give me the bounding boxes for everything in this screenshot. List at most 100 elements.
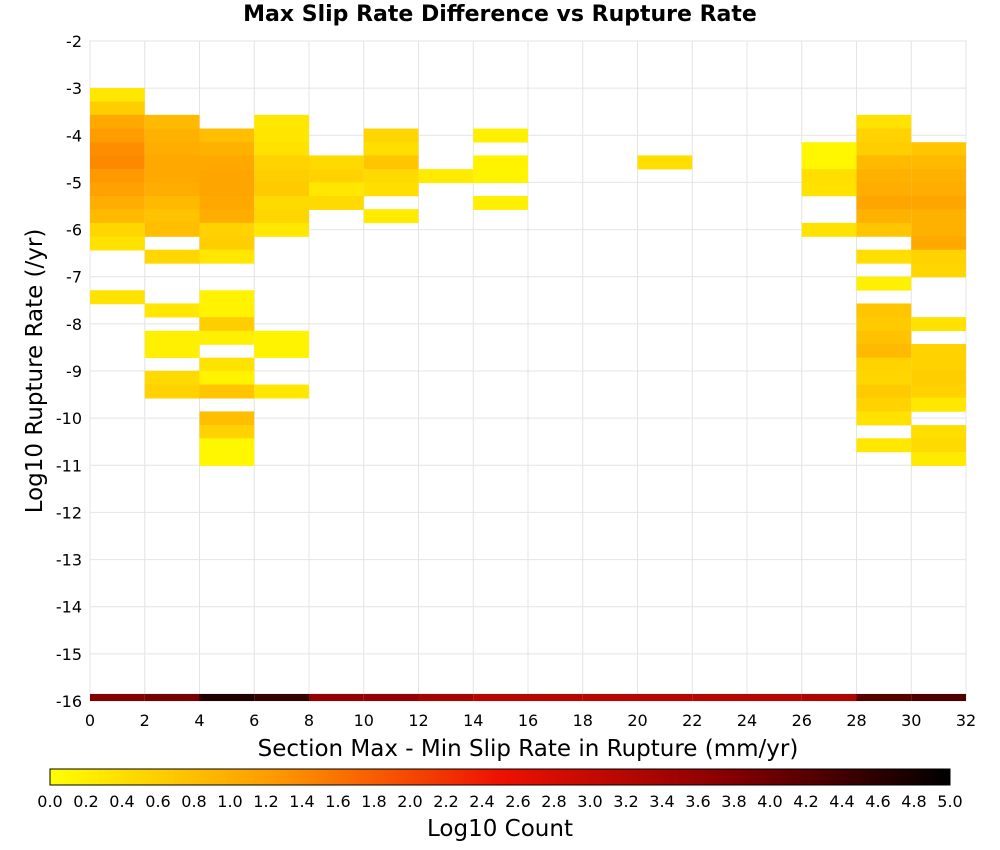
colorbar-tick-label: 4.0 [757,792,782,811]
heatmap-cell [911,317,966,332]
colorbar-tick-label: 2.4 [469,792,494,811]
colorbar-tick-label: 0.8 [181,792,206,811]
heatmap-cell [911,438,966,453]
heatmap-cell [90,142,145,157]
y-tick-label: -3 [66,79,82,98]
heatmap-cell [90,88,145,102]
heatmap-cell [199,290,255,305]
heatmap-cell [90,236,145,251]
heatmap-cell [309,182,364,197]
heatmap-cell [254,209,309,224]
colorbar [49,768,951,786]
y-tick-label: -10 [56,409,82,428]
heatmap-cell [144,330,200,345]
heatmap-cell [90,128,145,143]
heatmap-cell [309,155,364,170]
y-axis-title: Log10 Rupture Rate (/yr) [22,229,48,514]
colorbar-tick-label: 2.2 [433,792,458,811]
heatmap-cell [856,249,912,264]
heatmap-cell [856,276,912,291]
heatmap-cell [911,451,966,466]
colorbar-tick-label: 4.2 [793,792,818,811]
heatmap-cell [637,155,693,170]
heatmap-cell [199,236,255,251]
x-tick-label: 4 [194,711,204,730]
heatmap-cell [856,182,912,197]
heatmap-cell [473,155,528,170]
heatmap-cell [144,142,200,157]
y-tick-label: -2 [66,32,82,51]
heatmap-cell [856,411,912,426]
y-tick-label: -4 [66,126,82,145]
y-tick-label: -8 [66,315,82,334]
heatmap-cell [90,222,145,237]
heatmap-cell [199,195,255,210]
heatmap-cell [911,222,966,237]
heatmap-cell [528,693,583,701]
x-tick-label: 20 [627,711,647,730]
heatmap-cell [90,195,145,210]
heatmap-cell [801,182,857,197]
chart-title: Max Slip Rate Difference vs Rupture Rate [243,2,757,27]
x-tick-label: 12 [408,711,428,730]
y-tick-label: -6 [66,221,82,240]
heatmap-cell [199,330,255,345]
heatmap-cell [199,357,255,372]
colorbar-tick-label: 0.2 [73,792,98,811]
heatmap-cell [911,357,966,372]
x-tick-labels: 0 2 4 6 8 10 12 14 16 18 20 22 24 26 28 30 32 [85,711,976,730]
heatmap-cell [856,195,912,210]
colorbar-tick-label: 3.8 [721,792,746,811]
x-tick-label: 22 [682,711,702,730]
heatmap-cell [199,693,255,701]
colorbar-tick-label: 0.4 [109,792,134,811]
heatmap-cell [144,343,200,358]
x-tick-label: 0 [85,711,95,730]
heatmap-cell [801,155,857,170]
heatmap-cell [856,330,912,345]
heatmap-cell [144,370,200,385]
heatmap-cell [856,155,912,170]
heatmap-cell [144,209,200,224]
y-tick-label: -9 [66,362,82,381]
colorbar-tick-labels: 0.0 0.2 0.4 0.6 0.8 1.0 1.2 1.4 1.6 1.8 2.0 2.2 2.4 2… [37,792,962,811]
heatmap-cell [199,303,255,318]
x-tick-label: 18 [573,711,593,730]
colorbar-tick-label: 4.4 [829,792,854,811]
heatmap-cell [90,290,145,305]
heatmap-cell [363,155,419,170]
heatmap-cell [309,195,364,210]
heatmap-cell [856,384,912,399]
heatmap-cell [856,303,912,318]
heatmap-cell [254,384,309,399]
y-tick-label: -12 [56,503,82,522]
heatmap-cell [911,693,966,701]
colorbar-tick-label: 3.2 [613,792,638,811]
heatmap-cell [90,209,145,224]
y-tick-label: -7 [66,268,82,287]
heatmap-cell [363,182,419,197]
colorbar-tick-label: 5.0 [937,792,962,811]
heatmap-cell [856,114,912,129]
heatmap-cell [856,357,912,372]
heatmap-cell [90,169,145,184]
heatmap-cell [911,370,966,385]
x-tick-label: 10 [354,711,374,730]
heatmap-cell [473,693,528,701]
heatmap-cell [90,155,145,170]
heatmap-cell [856,222,912,237]
heatmap-cell [911,425,966,440]
heatmap-cell [856,209,912,224]
colorbar-tick-label: 1.8 [361,792,386,811]
x-axis-title: Section Max - Min Slip Rate in Rupture (… [258,736,799,762]
heatmap-cell [90,182,145,197]
heatmap-cell [199,317,255,332]
x-tick-label: 24 [737,711,757,730]
heatmap-cell [363,693,419,701]
heatmap-cell [309,169,364,184]
heatmap-cell [254,169,309,184]
heatmap-cell [254,182,309,197]
heatmap-cell [418,693,474,701]
heatmap-cell [911,169,966,184]
heatmap-cell [801,222,857,237]
